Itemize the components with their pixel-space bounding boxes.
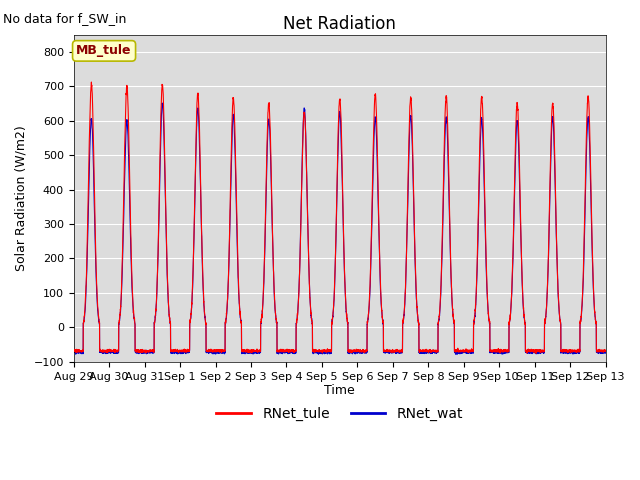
Text: No data for f_SW_in: No data for f_SW_in [3, 12, 127, 25]
Y-axis label: Solar Radiation (W/m2): Solar Radiation (W/m2) [15, 125, 28, 271]
Legend: RNet_tule, RNet_wat: RNet_tule, RNet_wat [211, 402, 468, 427]
X-axis label: Time: Time [324, 384, 355, 397]
Text: MB_tule: MB_tule [76, 44, 132, 58]
Title: Net Radiation: Net Radiation [284, 15, 396, 33]
